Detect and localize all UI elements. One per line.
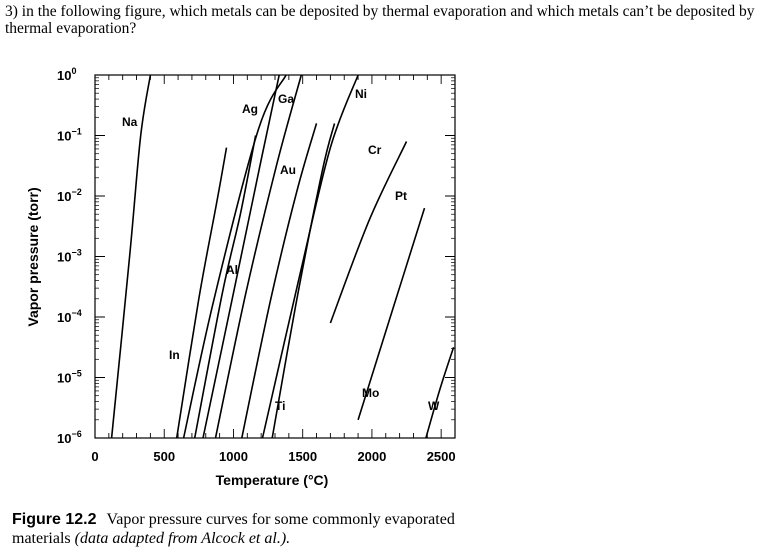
curve-na bbox=[110, 74, 152, 439]
curve-mo bbox=[357, 207, 426, 421]
x-tick-label: 1500 bbox=[288, 449, 317, 464]
y-axis-title: Vapor pressure (torr) bbox=[25, 187, 41, 326]
label-ni: Ni bbox=[355, 87, 367, 101]
curve-au bbox=[214, 74, 303, 439]
label-ga: Ga bbox=[278, 92, 294, 106]
curve-ti bbox=[271, 123, 336, 439]
x-tick-labels: 0 500 1000 1500 2000 2500 bbox=[91, 449, 455, 464]
y-tick-label: 100 bbox=[57, 66, 76, 83]
x-axis-title: Temperature (°C) bbox=[216, 472, 329, 488]
curves bbox=[110, 74, 455, 439]
question-text: 3) in the following figure, which metals… bbox=[5, 3, 755, 37]
label-ti: Ti bbox=[275, 399, 285, 413]
curve-w bbox=[425, 347, 455, 439]
y-tick-label: 10−2 bbox=[57, 187, 82, 204]
y-tick-label: 10−5 bbox=[57, 369, 82, 386]
y-tick-label: 10−4 bbox=[57, 308, 82, 325]
x-tick-label: 0 bbox=[91, 449, 98, 464]
label-w: W bbox=[428, 399, 440, 413]
y-tick-labels: 100 10−1 10−2 10−3 10−4 10−5 10−6 bbox=[57, 66, 82, 446]
curve-in bbox=[175, 147, 228, 439]
x-tick-label: 2500 bbox=[427, 449, 456, 464]
label-na: Na bbox=[122, 115, 138, 129]
figure-caption: Figure 12.2 Vapor pressure curves for som… bbox=[12, 510, 472, 548]
curve-al bbox=[193, 135, 257, 439]
y-tick-label: 10−6 bbox=[57, 429, 82, 446]
plot-frame bbox=[94, 74, 456, 439]
caption-text: Vapor pressure curves for some commonly … bbox=[12, 511, 455, 547]
curve-labels: Na In Al Ga Ag Au Ti Ni Cr Pt Mo W bbox=[122, 87, 440, 413]
label-in: In bbox=[169, 348, 180, 362]
curve-ni bbox=[261, 74, 359, 439]
label-al: Al bbox=[226, 263, 238, 277]
x-tick-label: 2000 bbox=[357, 449, 386, 464]
label-ag: Ag bbox=[242, 102, 258, 116]
label-mo: Mo bbox=[362, 386, 379, 400]
y-tick-label: 10−3 bbox=[57, 248, 82, 265]
label-au: Au bbox=[280, 163, 296, 177]
x-tick-label: 500 bbox=[153, 449, 175, 464]
vapor-pressure-chart: Na In Al Ga Ag Au Ti Ni Cr Pt Mo W 0 500 1000 1500 2000… bbox=[25, 66, 456, 488]
figure-label: Figure 12.2 bbox=[12, 511, 97, 528]
x-tick-label: 1000 bbox=[219, 449, 248, 464]
y-tick-label: 10−1 bbox=[57, 127, 82, 144]
label-pt: Pt bbox=[395, 189, 407, 203]
curve-pt bbox=[329, 141, 408, 324]
curve-cr bbox=[241, 123, 318, 439]
caption-note: (data adapted from Alcock et al.). bbox=[74, 530, 291, 547]
curve-ga bbox=[182, 74, 287, 439]
label-cr: Cr bbox=[368, 143, 382, 157]
curve-ag bbox=[202, 74, 280, 439]
